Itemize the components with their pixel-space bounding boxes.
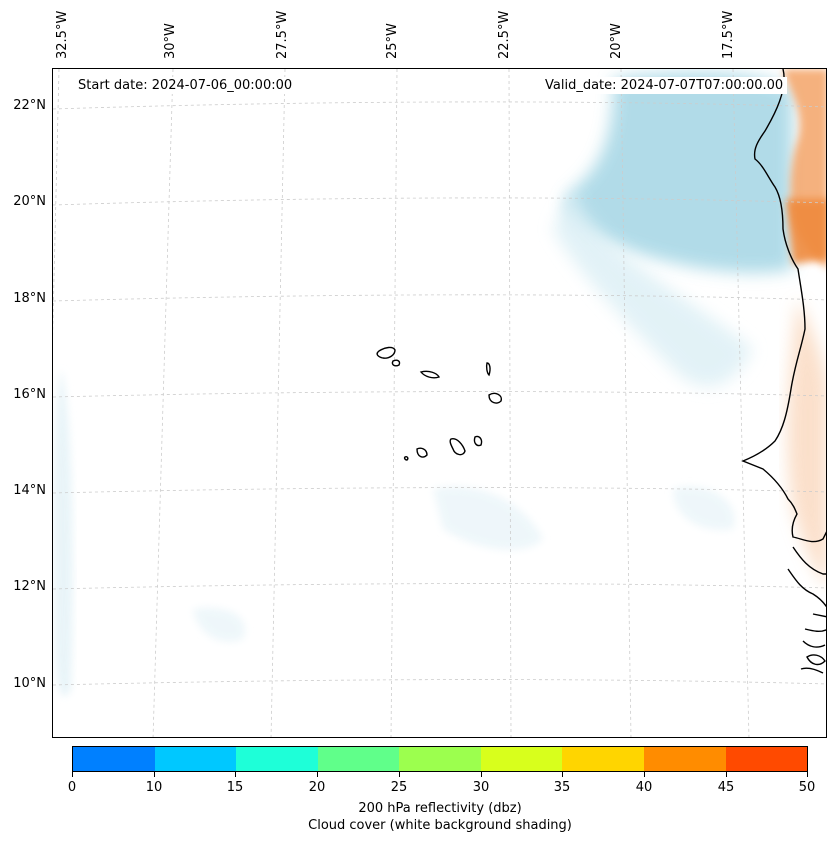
- colorbar-tick: [726, 772, 727, 777]
- colorbar-tick-label: 10: [145, 780, 163, 795]
- colorbar-tick: [235, 772, 236, 777]
- lon-label-25w: 25°W: [385, 23, 400, 59]
- island-sal: [485, 362, 491, 377]
- colorbar-tick: [72, 772, 73, 777]
- lon-label-32-5w: 32.5°W: [55, 10, 70, 59]
- lat-label-16n: 16°N: [13, 387, 46, 402]
- cloud-cover-shading: [53, 72, 793, 697]
- colorbar-tick: [154, 772, 155, 777]
- colorbar-segment-25-30: [399, 747, 481, 771]
- colorbar-tick: [807, 772, 808, 777]
- valid-date-label: Valid_date: 2024-07-07T07:00:00.00: [541, 77, 788, 94]
- colorbar-tick: [644, 772, 645, 777]
- colorbar-segment-0-10: [73, 747, 155, 771]
- colorbar: [72, 746, 808, 772]
- island-fogo: [416, 447, 428, 458]
- colorbar-tick-label: 35: [553, 780, 571, 795]
- map-panel[interactable]: [52, 68, 827, 738]
- cape-verde-islands: [376, 346, 502, 461]
- graticule: [53, 69, 826, 737]
- lat-label-10n: 10°N: [13, 676, 46, 691]
- colorbar-tick-label: 45: [717, 780, 735, 795]
- lon-label-17-5w: 17.5°W: [721, 10, 736, 59]
- lat-label-12n: 12°N: [13, 579, 46, 594]
- lon-label-27-5w: 27.5°W: [275, 10, 290, 59]
- lat-label-18n: 18°N: [13, 291, 46, 306]
- colorbar-tick-label: 0: [67, 780, 77, 795]
- colorbar-tick-label: 15: [226, 780, 244, 795]
- island-sao-nicolau: [419, 370, 440, 379]
- start-date-label: Start date: 2024-07-06_00:00:00: [74, 77, 297, 94]
- lon-label-22-5w: 22.5°W: [497, 10, 512, 59]
- island-boa-vista: [488, 392, 502, 404]
- colorbar-tick-label: 40: [635, 780, 653, 795]
- colorbar-tick-label: 25: [390, 780, 408, 795]
- colorbar-subtitle: Cloud cover (white background shading): [308, 818, 572, 833]
- colorbar-segment-30-35: [480, 747, 563, 771]
- lat-label-14n: 14°N: [13, 483, 46, 498]
- colorbar-tick-label: 50: [798, 780, 816, 795]
- colorbar-title: 200 hPa reflectivity (dbz): [358, 801, 522, 816]
- coastline: [741, 69, 826, 674]
- colorbar-tick: [481, 772, 482, 777]
- colorbar-tick-label: 20: [308, 780, 326, 795]
- colorbar-tick-label: 30: [472, 780, 490, 795]
- island-sao-vicente: [391, 359, 401, 367]
- colorbar-segment-40-45: [643, 747, 726, 771]
- island-santiago: [449, 438, 466, 456]
- colorbar-tick: [562, 772, 563, 777]
- colorbar-tick: [399, 772, 400, 777]
- colorbar-segment-20-25: [317, 747, 400, 771]
- colorbar-tick: [317, 772, 318, 777]
- lat-label-20n: 20°N: [13, 194, 46, 209]
- lon-label-30w: 30°W: [163, 23, 178, 59]
- colorbar-segment-15-20: [236, 747, 318, 771]
- island-maio: [473, 435, 483, 447]
- colorbar-segment-10-15: [154, 747, 237, 771]
- lat-label-22n: 22°N: [13, 98, 46, 113]
- island-brava: [403, 456, 409, 461]
- colorbar-segment-35-40: [562, 747, 644, 771]
- colorbar-segment-45-50: [725, 747, 808, 771]
- island-santo-antao: [376, 346, 396, 359]
- map-canvas: [53, 69, 826, 737]
- lon-label-20w: 20°W: [609, 23, 624, 59]
